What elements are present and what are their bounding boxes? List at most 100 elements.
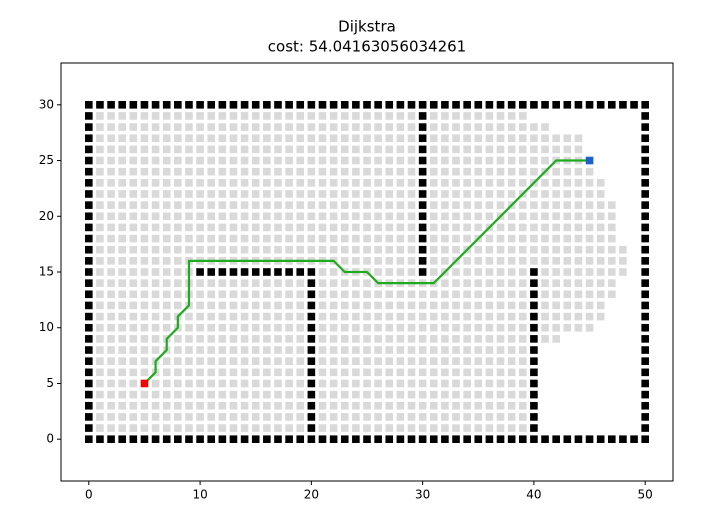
visited-cell bbox=[463, 401, 471, 410]
visited-cell bbox=[140, 390, 149, 399]
y-tick-label: 15 bbox=[39, 265, 54, 279]
visited-cell bbox=[518, 257, 527, 265]
visited-cell bbox=[541, 223, 549, 232]
y-tick-label: 20 bbox=[39, 209, 54, 223]
visited-cell bbox=[352, 279, 360, 287]
visited-cell bbox=[207, 190, 216, 198]
visited-cell bbox=[129, 234, 138, 243]
visited-cell bbox=[518, 424, 527, 432]
visited-cell bbox=[162, 368, 171, 377]
visited-cell bbox=[151, 123, 160, 131]
visited-cell bbox=[340, 379, 349, 388]
visited-cell bbox=[151, 401, 160, 410]
visited-cell bbox=[107, 134, 115, 143]
visited-cell bbox=[229, 301, 238, 310]
visited-cell bbox=[585, 279, 594, 287]
visited-cell bbox=[396, 123, 405, 131]
visited-cell bbox=[162, 156, 171, 165]
visited-cell bbox=[429, 312, 438, 321]
visited-cell bbox=[229, 145, 238, 154]
obstacle-cell bbox=[530, 413, 538, 421]
visited-cell bbox=[374, 290, 382, 299]
visited-cell bbox=[363, 145, 371, 154]
visited-cell bbox=[185, 368, 193, 377]
visited-cell bbox=[240, 301, 249, 310]
visited-cell bbox=[196, 134, 204, 143]
visited-cell bbox=[229, 413, 238, 421]
visited-cell bbox=[185, 167, 193, 176]
visited-cell bbox=[174, 123, 182, 131]
visited-cell bbox=[218, 323, 227, 332]
visited-cell bbox=[240, 368, 249, 377]
visited-cell bbox=[485, 401, 494, 410]
obstacle-cell bbox=[263, 435, 271, 443]
visited-cell bbox=[340, 401, 349, 410]
visited-cell bbox=[118, 312, 126, 321]
visited-cell bbox=[352, 112, 360, 120]
visited-cell bbox=[374, 268, 382, 276]
obstacle-cell bbox=[196, 101, 204, 109]
x-tick-label: 10 bbox=[192, 488, 207, 502]
visited-cell bbox=[574, 279, 583, 287]
visited-cell bbox=[496, 357, 505, 365]
visited-cell bbox=[441, 401, 449, 410]
visited-cell bbox=[340, 179, 349, 187]
visited-cell bbox=[162, 268, 171, 276]
visited-cell bbox=[196, 234, 204, 243]
visited-cell bbox=[518, 179, 527, 187]
obstacle-cell bbox=[207, 268, 216, 276]
visited-cell bbox=[96, 424, 104, 432]
visited-cell bbox=[352, 357, 360, 365]
visited-cell bbox=[318, 312, 327, 321]
obstacle-cell bbox=[307, 101, 316, 109]
visited-cell bbox=[118, 245, 126, 254]
visited-cell bbox=[541, 290, 549, 299]
visited-cell bbox=[263, 301, 271, 310]
visited-cell bbox=[263, 401, 271, 410]
obstacle-cell bbox=[140, 435, 149, 443]
visited-cell bbox=[274, 223, 282, 232]
visited-cell bbox=[174, 245, 182, 254]
visited-cell bbox=[385, 123, 394, 131]
obstacle-cell bbox=[85, 112, 93, 120]
visited-cell bbox=[129, 212, 138, 221]
visited-cell bbox=[418, 379, 427, 388]
visited-cell bbox=[596, 290, 605, 299]
visited-cell bbox=[329, 335, 338, 343]
visited-cell bbox=[574, 212, 583, 221]
visited-cell bbox=[518, 156, 527, 165]
visited-cell bbox=[307, 134, 316, 143]
visited-cell bbox=[441, 167, 449, 176]
visited-cell bbox=[296, 134, 305, 143]
visited-cell bbox=[507, 112, 516, 120]
visited-cell bbox=[263, 145, 271, 154]
visited-cell bbox=[407, 212, 416, 221]
visited-cell bbox=[429, 401, 438, 410]
visited-cell bbox=[585, 245, 594, 254]
obstacle-cell bbox=[541, 101, 549, 109]
visited-cell bbox=[407, 346, 416, 354]
visited-cell bbox=[263, 290, 271, 299]
visited-cell bbox=[162, 379, 171, 388]
visited-cell bbox=[196, 112, 204, 120]
visited-cell bbox=[363, 301, 371, 310]
visited-cell bbox=[96, 290, 104, 299]
obstacle-cell bbox=[85, 145, 93, 154]
visited-cell bbox=[151, 268, 160, 276]
obstacle-cell bbox=[307, 335, 316, 343]
visited-cell bbox=[452, 212, 460, 221]
visited-cell bbox=[452, 290, 460, 299]
visited-cell bbox=[240, 424, 249, 432]
visited-cell bbox=[329, 167, 338, 176]
visited-cell bbox=[585, 179, 594, 187]
obstacle-cell bbox=[429, 435, 438, 443]
visited-cell bbox=[118, 212, 126, 221]
visited-cell bbox=[307, 167, 316, 176]
visited-cell bbox=[218, 190, 227, 198]
visited-cell bbox=[496, 401, 505, 410]
visited-cell bbox=[307, 223, 316, 232]
visited-cell bbox=[118, 123, 126, 131]
obstacle-cell bbox=[307, 413, 316, 421]
visited-cell bbox=[185, 424, 193, 432]
visited-cell bbox=[340, 134, 349, 143]
